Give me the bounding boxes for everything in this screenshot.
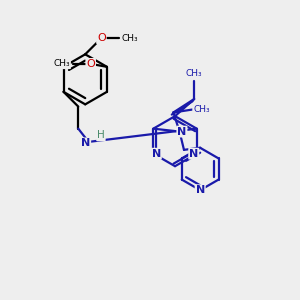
Text: H: H: [97, 130, 105, 140]
Text: N: N: [196, 185, 205, 195]
Text: CH₃: CH₃: [193, 105, 210, 114]
Text: N: N: [81, 138, 90, 148]
Text: O: O: [86, 59, 95, 69]
Text: CH₃: CH₃: [186, 69, 202, 78]
Text: N: N: [152, 149, 161, 159]
Text: O: O: [97, 33, 106, 43]
Text: N: N: [177, 127, 187, 136]
Text: N: N: [189, 149, 198, 159]
Text: CH₃: CH₃: [121, 34, 138, 43]
Text: CH₃: CH₃: [53, 59, 70, 68]
